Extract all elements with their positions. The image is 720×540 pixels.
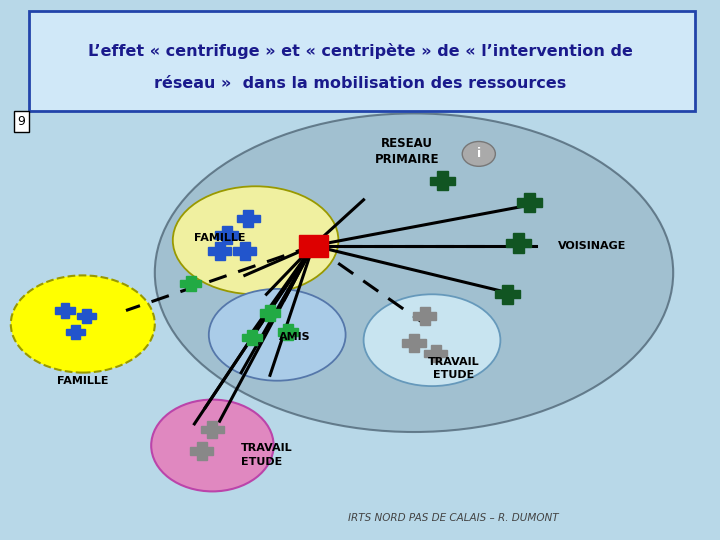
Bar xyxy=(243,210,253,227)
Bar xyxy=(413,312,436,320)
Bar xyxy=(197,442,207,460)
Bar xyxy=(402,339,426,347)
Bar xyxy=(409,334,419,352)
Bar xyxy=(207,421,217,438)
Bar xyxy=(190,447,213,455)
Ellipse shape xyxy=(209,289,346,381)
Circle shape xyxy=(462,141,495,166)
Ellipse shape xyxy=(155,113,673,432)
Bar xyxy=(424,350,447,357)
Bar xyxy=(260,309,280,317)
Bar xyxy=(242,334,262,341)
Bar xyxy=(82,308,91,323)
Text: L’effet « centrifuge » et « centripète » de « l’intervention de: L’effet « centrifuge » et « centripète »… xyxy=(88,43,632,59)
Bar xyxy=(201,426,224,433)
Bar xyxy=(237,215,260,222)
Bar xyxy=(215,242,225,260)
Text: ETUDE: ETUDE xyxy=(241,457,282,467)
Bar xyxy=(299,235,328,256)
Bar xyxy=(66,329,86,335)
Bar xyxy=(181,280,201,287)
Bar xyxy=(240,242,250,260)
Bar xyxy=(55,307,75,314)
Bar xyxy=(431,345,441,362)
Text: RESEAU: RESEAU xyxy=(381,137,433,150)
Bar xyxy=(505,239,531,247)
Text: PRIMAIRE: PRIMAIRE xyxy=(374,153,439,166)
Ellipse shape xyxy=(364,294,500,386)
Bar xyxy=(523,193,535,212)
Bar xyxy=(215,231,238,239)
FancyBboxPatch shape xyxy=(29,11,695,111)
Bar xyxy=(513,233,524,253)
Text: FAMILLE: FAMILLE xyxy=(57,376,109,386)
Bar xyxy=(186,276,196,291)
Text: TRAVAIL: TRAVAIL xyxy=(428,357,480,367)
Bar xyxy=(278,328,298,336)
Bar xyxy=(247,330,257,345)
Text: réseau »  dans la mobilisation des ressources: réseau » dans la mobilisation des ressou… xyxy=(154,76,566,91)
Bar xyxy=(430,177,456,185)
Bar xyxy=(233,247,256,255)
Bar xyxy=(437,171,449,191)
Bar xyxy=(222,226,232,244)
Ellipse shape xyxy=(11,275,155,373)
Bar xyxy=(420,307,430,325)
Text: AMIS: AMIS xyxy=(279,333,311,342)
Bar xyxy=(76,313,96,319)
Text: FAMILLE: FAMILLE xyxy=(194,233,246,242)
Bar xyxy=(502,285,513,304)
Text: 9: 9 xyxy=(18,115,25,128)
Text: i: i xyxy=(477,147,481,160)
Ellipse shape xyxy=(173,186,338,294)
Bar xyxy=(71,325,80,340)
Bar xyxy=(60,303,69,318)
Bar xyxy=(283,325,293,340)
Bar xyxy=(516,198,542,207)
Text: IRTS NORD PAS DE CALAIS – R. DUMONT: IRTS NORD PAS DE CALAIS – R. DUMONT xyxy=(348,514,559,523)
Bar xyxy=(208,247,231,255)
Text: VOISINAGE: VOISINAGE xyxy=(558,241,626,251)
Text: TRAVAIL: TRAVAIL xyxy=(241,443,293,453)
Bar xyxy=(265,306,275,321)
Ellipse shape xyxy=(151,400,274,491)
Bar xyxy=(495,290,521,299)
Text: ETUDE: ETUDE xyxy=(433,370,474,380)
